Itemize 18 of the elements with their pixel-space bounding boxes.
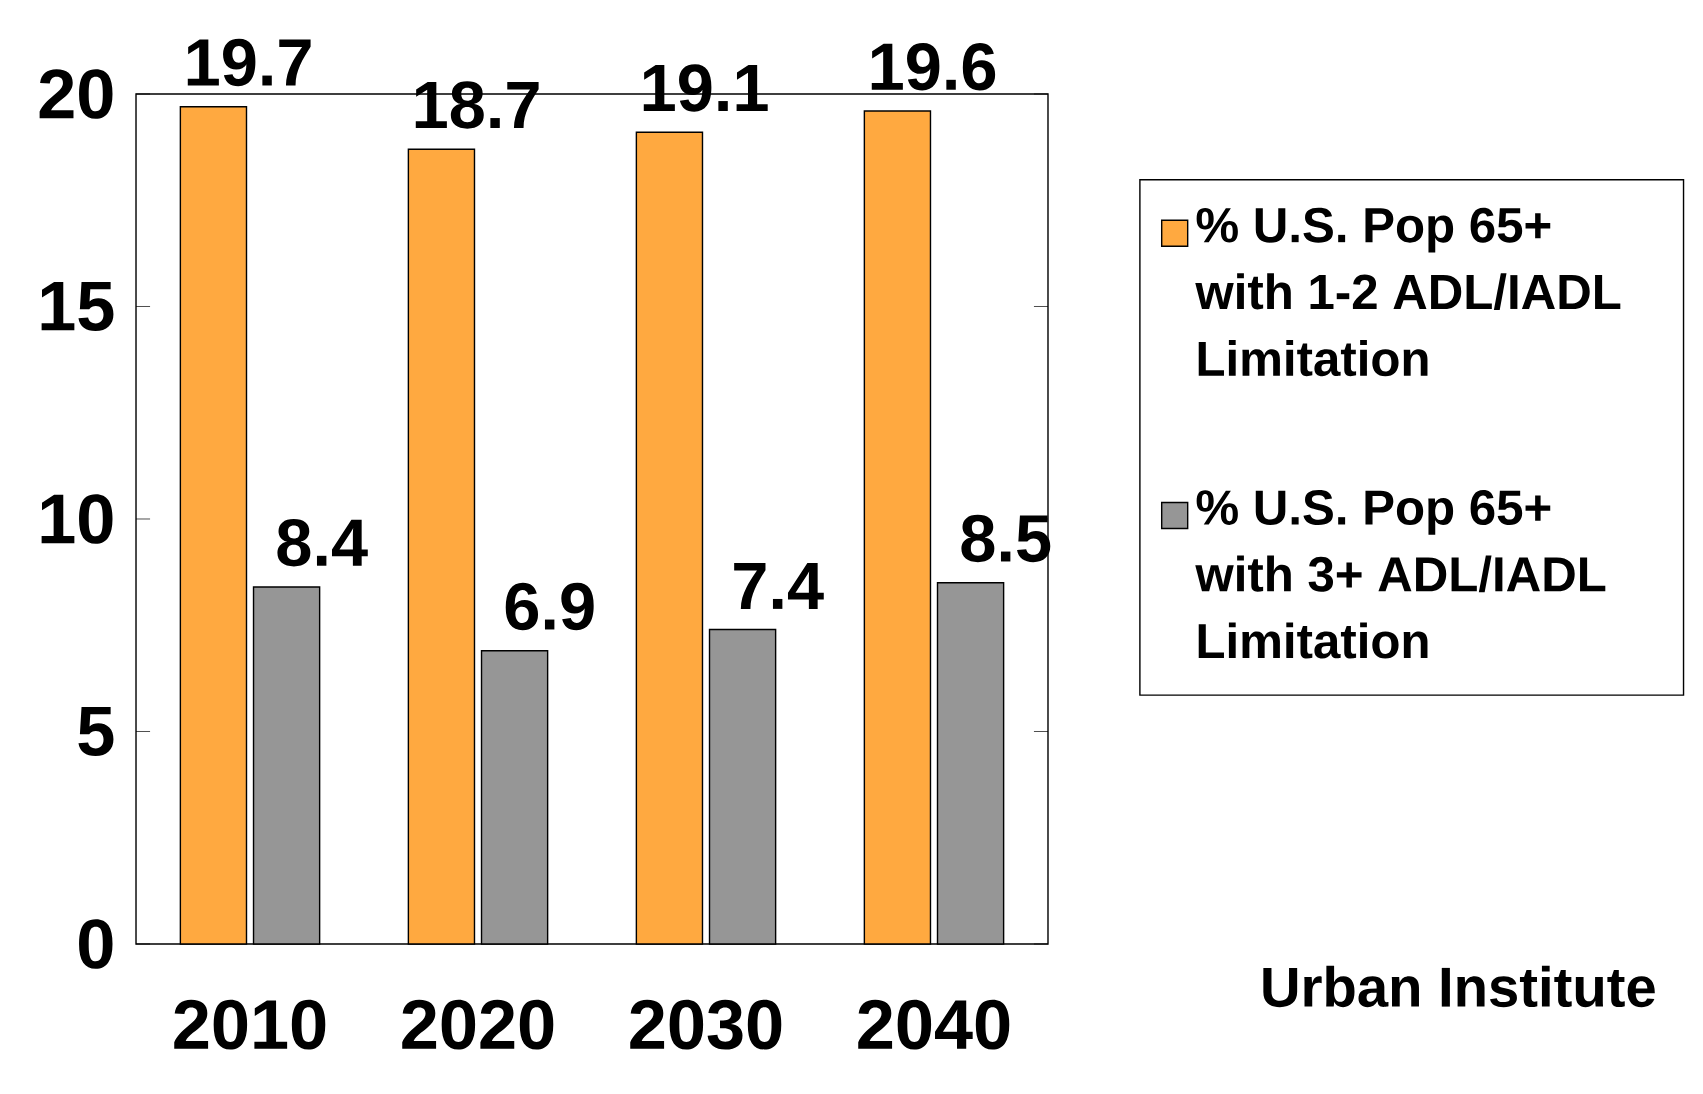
data-label: 19.7 xyxy=(187,38,311,87)
y-tick-label: 10 xyxy=(41,494,113,544)
legend-label: % U.S. Pop 65+ with 3+ ADL/IADL Limitation xyxy=(1195,490,1606,659)
y-tick-label: 15 xyxy=(41,281,114,331)
data-label: 8.4 xyxy=(277,519,368,567)
y-tick-label: 5 xyxy=(78,706,114,756)
x-tick-label: 2020 xyxy=(402,999,554,1050)
data-label: 7.4 xyxy=(734,562,824,609)
legend-label: % U.S. Pop 65+ with 1-2 ADL/IADL Limitation xyxy=(1195,207,1621,377)
y-tick-label: 0 xyxy=(79,919,113,969)
y-tick-label: 20 xyxy=(39,69,113,119)
text: Urban Institute xyxy=(1263,965,1655,1008)
x-tick-label: 2030 xyxy=(630,999,782,1050)
data-label: 19.6 xyxy=(871,43,996,91)
x-tick-label: 2040 xyxy=(858,999,1010,1050)
x-tick-label: 2010 xyxy=(174,999,326,1050)
data-label: 6.9 xyxy=(505,582,594,631)
data-label: 18.7 xyxy=(415,81,539,129)
